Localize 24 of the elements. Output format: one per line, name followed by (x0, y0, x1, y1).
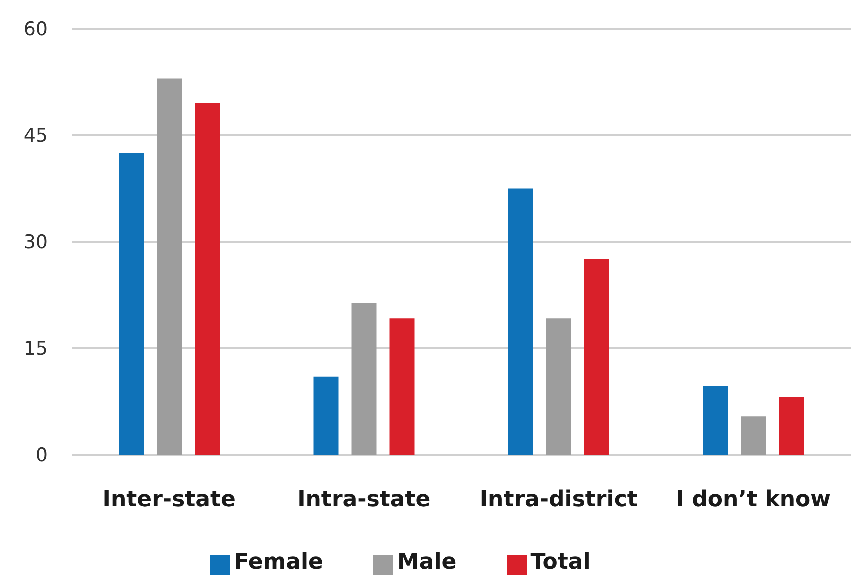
legend-label: Female (234, 550, 324, 575)
legend-label: Male (397, 550, 457, 575)
bar (390, 318, 415, 455)
x-tick-label: I don’t know (676, 488, 831, 513)
x-tick-label: Inter-state (102, 488, 236, 513)
bar (779, 397, 804, 455)
bar (584, 259, 610, 455)
bar (195, 104, 220, 455)
bar (508, 188, 534, 455)
y-tick-label: 45 (24, 125, 48, 148)
bar (157, 78, 182, 455)
bar (741, 416, 766, 455)
y-tick-label: 15 (24, 338, 48, 360)
x-tick-label: Intra-state (298, 488, 431, 513)
bar (703, 386, 728, 455)
bar (314, 376, 339, 455)
bar (119, 153, 144, 455)
y-tick-label: 30 (24, 232, 48, 254)
bar (546, 318, 572, 455)
legend-label: Total (530, 550, 591, 575)
y-tick-label: 0 (36, 444, 48, 467)
bar (352, 303, 377, 455)
y-tick-label: 60 (24, 18, 48, 41)
x-tick-label: Intra-district (480, 488, 638, 513)
